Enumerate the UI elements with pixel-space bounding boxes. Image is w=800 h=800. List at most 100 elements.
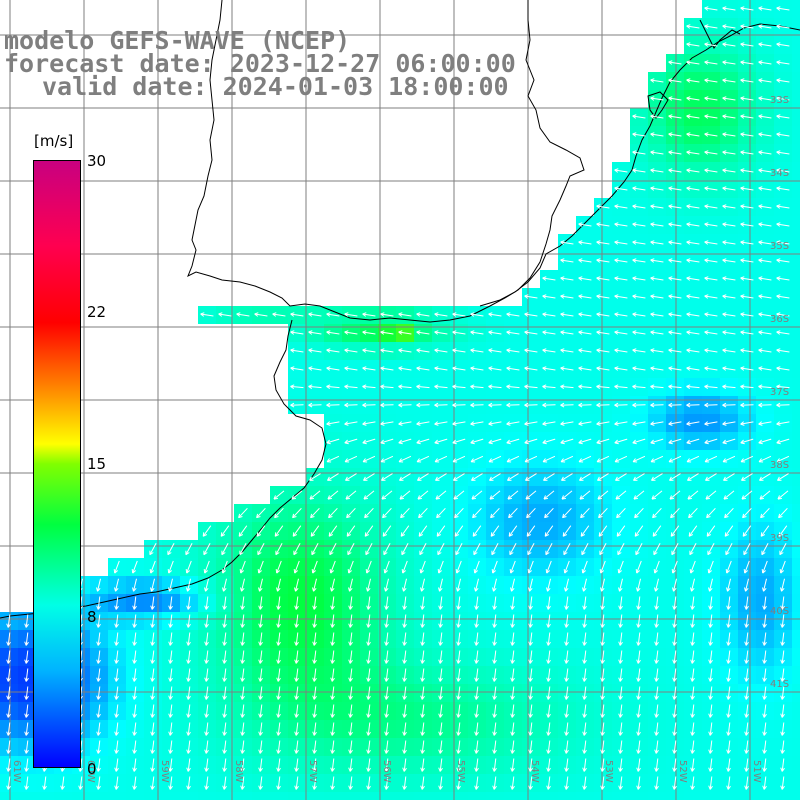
wind-arrow [362, 312, 376, 317]
wind-arrow [668, 312, 682, 317]
wind-arrow [488, 384, 502, 390]
wind-arrow [272, 312, 286, 317]
field-cell [792, 576, 800, 594]
wind-arrow [308, 402, 322, 408]
field-cell [792, 432, 800, 450]
wind-arrow [561, 473, 573, 481]
wind-arrow [740, 384, 754, 390]
field-cell [792, 486, 800, 504]
wind-arrow [308, 348, 322, 353]
wind-arrow [452, 455, 466, 463]
wind-arrow [650, 438, 664, 445]
field-cell [504, 792, 522, 800]
wind-arrow [704, 276, 718, 281]
wind-arrow [380, 438, 394, 445]
wind-arrow [596, 222, 610, 227]
wind-arrow [632, 168, 646, 173]
field-cell [414, 792, 432, 800]
wind-arrow [722, 186, 736, 191]
wind-arrow [398, 384, 412, 390]
wind-arrow [704, 366, 718, 371]
wind-arrow [524, 366, 538, 371]
wind-arrow [632, 114, 646, 119]
wind-arrow [776, 24, 790, 29]
wind-arrow [758, 348, 772, 353]
wind-arrow [758, 60, 772, 65]
wind-arrow [668, 150, 682, 155]
wind-arrow [776, 150, 790, 155]
field-cell [450, 792, 468, 800]
field-cell [324, 792, 342, 800]
wind-arrow [687, 473, 699, 481]
wind-arrow [632, 402, 646, 408]
wind-arrow [686, 402, 700, 408]
wind-arrow [776, 312, 790, 317]
wind-arrow [506, 384, 520, 390]
longitude-label: 52W [677, 760, 688, 783]
wind-arrow [452, 438, 466, 445]
wind-arrow [705, 473, 717, 481]
wind-arrow [686, 455, 700, 463]
wind-arrow [596, 455, 610, 463]
wind-arrow [650, 222, 664, 227]
latitude-label: 41S [770, 679, 789, 690]
wind-arrow [506, 421, 520, 426]
wind-arrow [290, 312, 304, 317]
wind-arrow [560, 330, 574, 335]
wind-arrow [632, 222, 646, 227]
wind-arrow [776, 6, 790, 11]
field-cell [792, 666, 800, 684]
wind-arrow [722, 150, 736, 155]
wind-arrow [704, 455, 718, 463]
wind-arrow [452, 366, 466, 371]
longitude-label: 55W [455, 760, 466, 783]
wind-arrow [776, 294, 790, 299]
wind-arrow [597, 473, 609, 481]
wind-arrow [650, 78, 664, 83]
coastline-uruguay-brazil [479, 23, 800, 307]
field-cell [792, 630, 800, 648]
wind-arrow [776, 421, 790, 426]
wind-arrow [722, 132, 736, 137]
wind-arrow [740, 114, 754, 119]
wind-arrow [758, 421, 772, 426]
wind-arrow [596, 384, 610, 390]
wind-arrow [471, 490, 483, 500]
wind-arrow [686, 78, 700, 83]
wind-arrow [614, 276, 628, 281]
field-cell [792, 144, 800, 162]
wind-arrow [542, 294, 556, 299]
wind-arrow [668, 348, 682, 353]
wind-arrow [416, 330, 430, 335]
wind-arrow [560, 240, 574, 245]
wind-arrow [362, 455, 376, 463]
wind-arrow [308, 384, 322, 390]
latitude-label: 38S [770, 460, 789, 471]
wind-arrow [632, 258, 646, 263]
wind-arrow [722, 438, 736, 445]
wind-arrow [453, 473, 465, 481]
wind-arrow [740, 421, 754, 426]
wind-arrow [758, 168, 772, 173]
wind-arrow [614, 294, 628, 299]
wind-arrow [686, 330, 700, 335]
latitude-label: 39S [770, 533, 789, 544]
wind-arrow [326, 421, 340, 426]
wind-arrow [327, 490, 339, 500]
wind-arrow [758, 258, 772, 263]
wind-arrow [489, 473, 501, 481]
wind-arrow [704, 24, 718, 29]
wind-arrow [686, 60, 700, 65]
wind-arrow [704, 114, 718, 119]
wind-arrow [416, 455, 430, 463]
coastline [0, 0, 800, 619]
wind-arrow [560, 258, 574, 263]
wind-arrow [434, 330, 448, 335]
wind-arrow [759, 473, 771, 481]
wind-arrow [308, 366, 322, 371]
wind-arrow [453, 490, 465, 500]
wind-arrow [632, 132, 646, 137]
field-cell [18, 792, 36, 800]
